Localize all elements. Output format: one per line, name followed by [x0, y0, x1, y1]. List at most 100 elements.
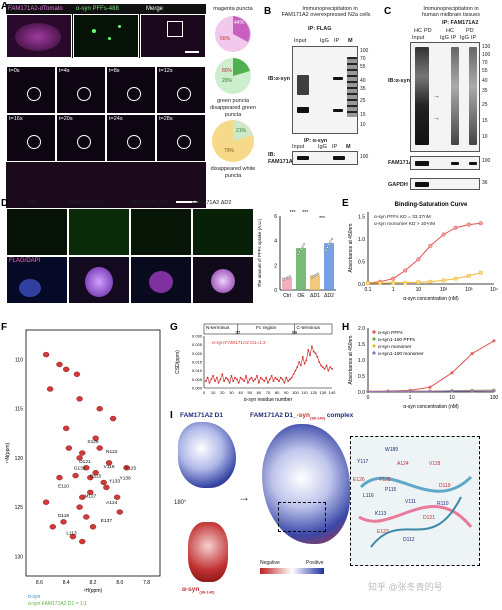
- f-peak: [65, 445, 73, 451]
- g-point: [236, 378, 238, 381]
- g-point: [225, 376, 227, 379]
- g-x-tick: 0: [203, 390, 206, 395]
- panel-a-pies: magenta puncta 44% 56% 80% 20% green pun…: [210, 6, 256, 179]
- arrow-icon: →: [238, 490, 250, 504]
- f-peak-label: D121: [79, 459, 91, 465]
- e-point: [453, 225, 458, 230]
- g-region-label: N-terminus: [206, 325, 230, 331]
- e-y-label: Absorbance at 450nm: [348, 224, 354, 273]
- g-point: [310, 345, 313, 348]
- g-point: [321, 366, 324, 369]
- f-x-tick: 8.6: [36, 580, 43, 586]
- g-point: [226, 378, 229, 381]
- g-point: [206, 376, 209, 379]
- f-y-tick: 130: [15, 554, 24, 560]
- f-peak: [92, 435, 99, 441]
- g-y-tick: 0.010: [192, 368, 203, 373]
- e-series-line: [368, 272, 481, 284]
- f-peak-label: Y133: [109, 479, 121, 485]
- f-y-label: ¹⁵N(ppm): [5, 442, 11, 463]
- f-peak-label: N122: [106, 449, 118, 455]
- g-x-tick: 40: [238, 390, 243, 395]
- chart-f: 8.6 8.4 8.2 8.0 7.8 110 115 120 125 130 ¹H(ppm) ¹⁵N…: [5, 329, 161, 606]
- f-peak: [105, 460, 113, 466]
- g-point: [320, 364, 322, 367]
- g-x-tick: 70: [266, 390, 271, 395]
- h-y-tick: 1.5: [358, 342, 365, 348]
- e-point: [428, 243, 433, 248]
- d-bar: [296, 248, 306, 290]
- e-point: [403, 268, 408, 273]
- h-x-label: α-syn concentration (nM): [403, 404, 459, 410]
- g-x-tick: 10: [211, 390, 216, 395]
- f-legend: α-syn: [28, 594, 41, 600]
- f-x-label: ¹H(ppm): [84, 588, 103, 594]
- f-peak: [116, 509, 124, 515]
- label-complex: FAM171A2 D1_-syn(98-140) complex: [250, 412, 354, 421]
- d-point: [301, 245, 304, 249]
- f-peak-label: Y136: [120, 476, 132, 482]
- e-x-label: α-syn concentration (nM): [403, 296, 459, 302]
- f-peak: [79, 538, 86, 545]
- g-x-tick: 100: [292, 390, 299, 395]
- d-point: [299, 248, 303, 251]
- panel-letter-b: B: [264, 6, 272, 17]
- panel-letter-e: E: [342, 198, 349, 209]
- g-x-tick: 80: [275, 390, 280, 395]
- g-point: [217, 381, 220, 384]
- g-point: [215, 376, 218, 379]
- d-x-tick: ΔD1: [310, 293, 320, 299]
- g-point: [325, 364, 328, 367]
- g-point: [261, 378, 264, 381]
- f-peak: [62, 366, 70, 373]
- h-legend: α-syn1-100 monomer: [378, 351, 424, 357]
- g-y-tick: 0.005: [192, 377, 203, 382]
- f-peak-label: V118: [104, 464, 115, 470]
- e-point: [391, 276, 396, 281]
- h-y-tick: 0.0: [358, 390, 365, 396]
- h-y-tick: 2.0: [358, 326, 365, 332]
- g-point: [303, 362, 306, 365]
- e-legend: α-syn monomer KD > 10⁴nM: [374, 221, 435, 227]
- structure-d1: [178, 422, 236, 488]
- d-point: [329, 240, 332, 243]
- g-point: [323, 368, 326, 370]
- h-point: [366, 390, 370, 394]
- f-peak: [123, 465, 130, 471]
- f-peak-label: D115: [90, 474, 101, 480]
- e-x-tick: 1: [392, 287, 395, 293]
- d-y-label: The amount of PFFs uptake (A.U.): [257, 218, 262, 287]
- g-point: [219, 378, 222, 381]
- f-peak: [89, 524, 97, 530]
- h-legend-marker: [372, 351, 376, 355]
- g-point: [232, 380, 235, 382]
- f-peak-label: G132: [74, 466, 86, 472]
- g-point: [276, 378, 279, 381]
- h-point: [428, 385, 432, 389]
- g-point: [301, 355, 304, 358]
- g-point: [210, 378, 213, 381]
- h-point: [408, 389, 412, 393]
- timelapse-grid: t=0s t=4s t=8s t=12s t=16s t=20s t=24s t…: [6, 66, 206, 209]
- e-point: [391, 280, 396, 285]
- d-point: [316, 272, 320, 276]
- scale-bar: [176, 201, 198, 203]
- f-peak-label: D119: [58, 513, 69, 519]
- g-point: [298, 361, 300, 363]
- h-legend: α-syn PFFs: [378, 330, 403, 336]
- f-peak: [73, 371, 81, 377]
- panel-i: FAM171A2 D1 180° α-syn(98-140) → FAM171A…: [174, 410, 500, 608]
- g-point: [289, 378, 291, 381]
- g-point: [204, 380, 207, 382]
- f-y-tick: 120: [15, 456, 24, 462]
- h-y-tick: 1.0: [358, 358, 365, 364]
- f-peak-label: E137: [101, 518, 113, 524]
- e-point: [366, 281, 370, 285]
- e-x-tick: 10⁴: [490, 287, 498, 293]
- g-x-tick: 30: [229, 390, 234, 395]
- g-region-label: C-terminus: [297, 325, 321, 331]
- h-point: [428, 389, 432, 393]
- g-x-tick: 20: [220, 390, 225, 395]
- g-point: [281, 378, 284, 381]
- g-point: [248, 378, 251, 381]
